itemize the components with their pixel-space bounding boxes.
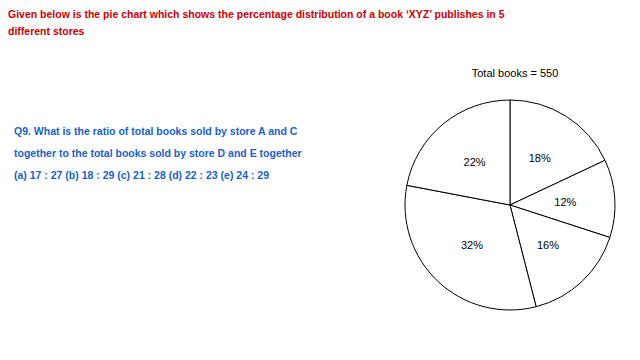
svg-text:Given below is the pie chart w: Given below is the pie chart which shows… xyxy=(8,8,505,20)
svg-text:18%: 18% xyxy=(529,152,551,164)
svg-text:Q9. What is the ratio of total: Q9. What is the ratio of total books sol… xyxy=(14,125,298,137)
svg-text:32%: 32% xyxy=(461,239,483,251)
svg-text:22%: 22% xyxy=(464,156,486,168)
svg-text:16%: 16% xyxy=(537,239,559,251)
svg-text:12%: 12% xyxy=(554,196,576,208)
svg-text:together to the total books so: together to the total books sold by stor… xyxy=(14,147,302,159)
svg-text:Total books = 550: Total books = 550 xyxy=(472,67,559,79)
svg-text:(a) 17 : 27 (b) 18 : 29 (c) 21: (a) 17 : 27 (b) 18 : 29 (c) 21 : 28 (d) … xyxy=(14,169,269,181)
svg-text:different stores: different stores xyxy=(8,25,85,37)
